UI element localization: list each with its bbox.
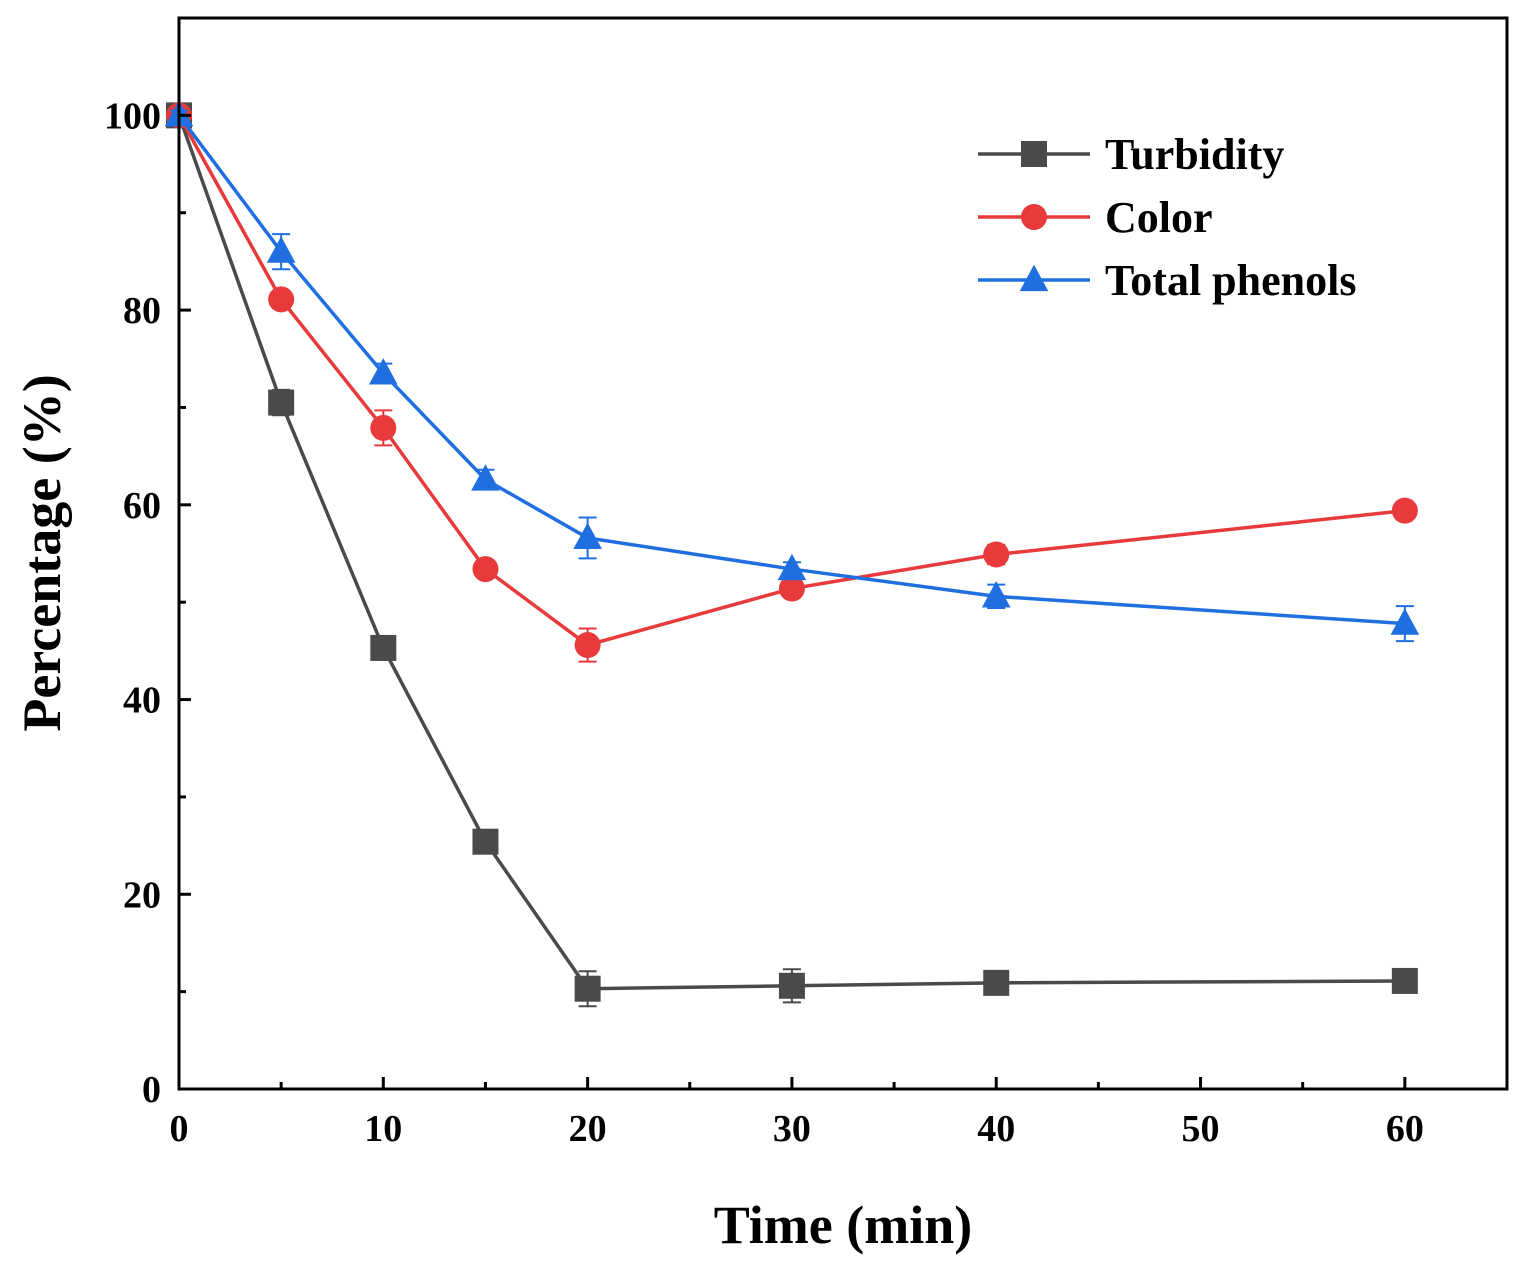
legend-marker xyxy=(1019,264,1049,292)
x-tick-label: 30 xyxy=(773,1108,811,1150)
x-tick-label: 40 xyxy=(977,1108,1015,1150)
y-tick-label: 80 xyxy=(123,290,161,332)
series-turbidity xyxy=(166,102,1418,1008)
legend-label: Total phenols xyxy=(1105,256,1356,305)
data-point xyxy=(777,553,807,581)
data-point xyxy=(778,575,805,602)
series-line xyxy=(177,114,1405,991)
legend-entry: Total phenols xyxy=(978,256,1356,305)
legend-marker xyxy=(1021,141,1047,167)
legend: Turbidity Color Total phenols xyxy=(978,130,1356,305)
data-point xyxy=(778,972,805,999)
legend-marker xyxy=(1021,204,1047,230)
legend-label: Color xyxy=(1105,193,1213,242)
data-point xyxy=(268,286,295,313)
legend-entry: Color xyxy=(978,193,1213,242)
data-point xyxy=(1391,497,1418,524)
y-tick-label: 20 xyxy=(123,874,161,916)
x-tick-label: 0 xyxy=(170,1108,189,1150)
legend-entry: Turbidity xyxy=(978,130,1284,179)
data-point xyxy=(369,358,398,385)
data-point xyxy=(370,414,397,441)
data-point xyxy=(573,522,602,550)
x-axis-title: Time (min) xyxy=(714,1195,972,1255)
y-tick-label: 60 xyxy=(123,485,161,527)
series-line xyxy=(177,114,1406,647)
data-point xyxy=(983,969,1010,996)
x-tick-label: 10 xyxy=(364,1108,402,1150)
axis-ticks: 0 10 20 30 40 50 60 0 20 40 60 80 100 xyxy=(104,95,1424,1150)
data-point xyxy=(472,556,499,583)
data-point xyxy=(574,975,601,1002)
y-tick-label: 40 xyxy=(123,680,161,722)
data-point xyxy=(472,828,499,855)
data-point xyxy=(983,541,1010,568)
x-tick-label: 60 xyxy=(1386,1108,1424,1150)
plot-marks xyxy=(164,100,1420,1008)
data-point xyxy=(268,389,295,416)
data-point xyxy=(471,464,500,491)
y-tick-label: 0 xyxy=(142,1069,161,1111)
data-point xyxy=(574,632,601,659)
y-tick-label: 100 xyxy=(104,95,161,137)
data-point xyxy=(1390,608,1420,635)
x-tick-label: 50 xyxy=(1182,1108,1220,1150)
data-point xyxy=(370,634,397,661)
data-point xyxy=(266,236,296,263)
data-point xyxy=(1391,967,1418,994)
series-line xyxy=(177,114,1405,626)
plot-frame xyxy=(177,16,1509,1091)
y-axis-title: Percentage (%) xyxy=(12,374,72,731)
x-tick-label: 20 xyxy=(569,1108,607,1150)
legend-label: Turbidity xyxy=(1105,130,1284,179)
series-color xyxy=(166,102,1418,663)
data-point xyxy=(981,581,1011,608)
